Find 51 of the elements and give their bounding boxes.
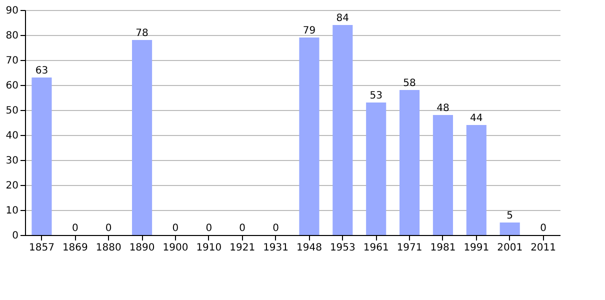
x-tick-label: 1869 bbox=[62, 242, 88, 254]
data-label: 78 bbox=[136, 28, 148, 39]
data-label: 44 bbox=[470, 113, 483, 124]
y-tick-label: 60 bbox=[6, 80, 18, 92]
bar bbox=[466, 125, 486, 235]
bar bbox=[366, 102, 386, 235]
data-label: 79 bbox=[302, 26, 316, 36]
data-label: 0 bbox=[540, 223, 546, 234]
y-tick-label: 30 bbox=[6, 156, 18, 166]
y-tick-label: 50 bbox=[6, 106, 18, 116]
x-tick-label: 1961 bbox=[363, 242, 389, 254]
bar bbox=[400, 90, 420, 235]
x-tick-label: 2011 bbox=[530, 242, 556, 254]
x-tick-label: 1890 bbox=[129, 242, 155, 254]
data-label: 63 bbox=[35, 66, 48, 76]
y-tick-label: 40 bbox=[6, 130, 18, 142]
data-label: 84 bbox=[336, 13, 350, 24]
bar bbox=[500, 222, 520, 235]
x-tick-label: 1910 bbox=[196, 242, 222, 254]
data-label: 48 bbox=[436, 103, 450, 114]
x-tick-label: 1900 bbox=[162, 242, 188, 254]
data-label: 0 bbox=[72, 223, 78, 234]
x-tick-label: 1953 bbox=[330, 242, 356, 254]
data-label: 0 bbox=[172, 223, 179, 234]
x-tick-label: 1948 bbox=[296, 242, 322, 254]
x-tick-label: 1857 bbox=[28, 242, 54, 254]
y-tick-label: 10 bbox=[6, 206, 18, 216]
y-tick-label: 0 bbox=[12, 230, 18, 242]
data-label: 53 bbox=[370, 90, 382, 102]
data-label: 0 bbox=[206, 223, 212, 234]
data-label: 0 bbox=[272, 223, 279, 234]
bar bbox=[299, 38, 320, 235]
y-tick-label: 80 bbox=[6, 30, 18, 42]
x-tick-label: 1921 bbox=[230, 242, 256, 254]
y-tick-label: 20 bbox=[6, 180, 18, 192]
x-tick-label: 2001 bbox=[497, 242, 523, 254]
bar bbox=[432, 115, 453, 235]
x-tick-label: 1971 bbox=[396, 242, 422, 254]
x-tick-label: 1931 bbox=[263, 242, 289, 254]
data-label: 5 bbox=[506, 210, 514, 222]
y-tick-label: 90 bbox=[6, 6, 18, 16]
x-tick-label: 1981 bbox=[430, 242, 456, 254]
x-tick-label: 1880 bbox=[96, 242, 122, 254]
data-label: 0 bbox=[105, 223, 112, 234]
data-label: 0 bbox=[239, 223, 246, 234]
bar bbox=[32, 78, 52, 235]
bar bbox=[132, 40, 152, 235]
data-label: 58 bbox=[403, 78, 416, 89]
y-tick-label: 70 bbox=[6, 56, 18, 66]
bar bbox=[332, 25, 353, 235]
x-tick-label: 1991 bbox=[464, 242, 490, 254]
